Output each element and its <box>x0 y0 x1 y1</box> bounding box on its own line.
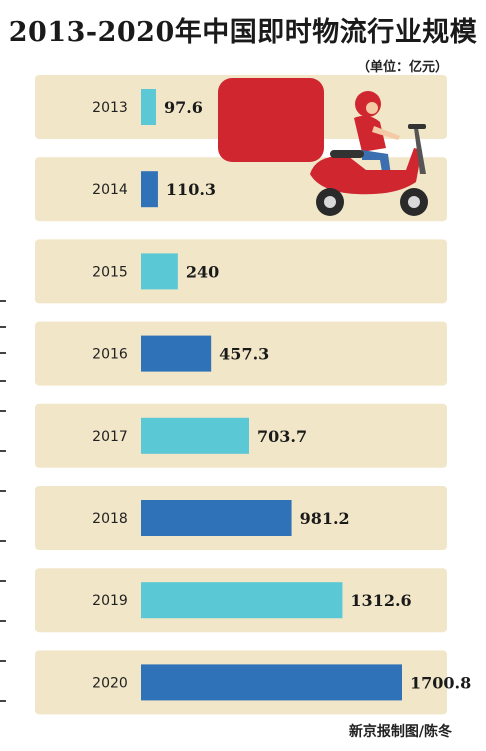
category-label: 2019 <box>92 593 128 609</box>
speech-bubble-illustration <box>218 78 324 162</box>
unit-label: （单位：亿元） <box>356 60 448 75</box>
category-label: 2017 <box>92 429 128 445</box>
bar <box>141 171 158 208</box>
value-label: 1700.8 <box>410 673 471 692</box>
bar <box>141 417 249 454</box>
bar <box>141 89 156 125</box>
scooter-rider-illustration <box>310 91 428 216</box>
value-label: 97.6 <box>164 98 203 117</box>
category-label: 2015 <box>92 264 128 280</box>
value-label: 457.3 <box>219 345 269 364</box>
bar <box>141 582 343 619</box>
bar <box>141 500 292 536</box>
edge-text-fragments <box>0 300 8 720</box>
category-label: 2016 <box>92 347 128 363</box>
row-panel <box>35 321 447 386</box>
category-label: 2020 <box>92 675 128 691</box>
chart-title: 2013-2020年中国即时物流行业规模 <box>8 17 478 48</box>
category-label: 2013 <box>92 100 128 116</box>
bar <box>141 664 402 701</box>
value-label: 110.3 <box>166 180 216 199</box>
value-label: 981.2 <box>300 509 350 528</box>
credit-label: 新京报制图/陈冬 <box>348 724 452 740</box>
category-label: 2018 <box>92 511 128 527</box>
row-panel <box>35 239 447 304</box>
bar <box>141 335 212 372</box>
category-label: 2014 <box>92 182 128 198</box>
bar <box>141 253 178 290</box>
value-label: 240 <box>186 262 219 281</box>
value-label: 703.7 <box>257 427 307 446</box>
value-label: 1312.6 <box>350 591 411 610</box>
